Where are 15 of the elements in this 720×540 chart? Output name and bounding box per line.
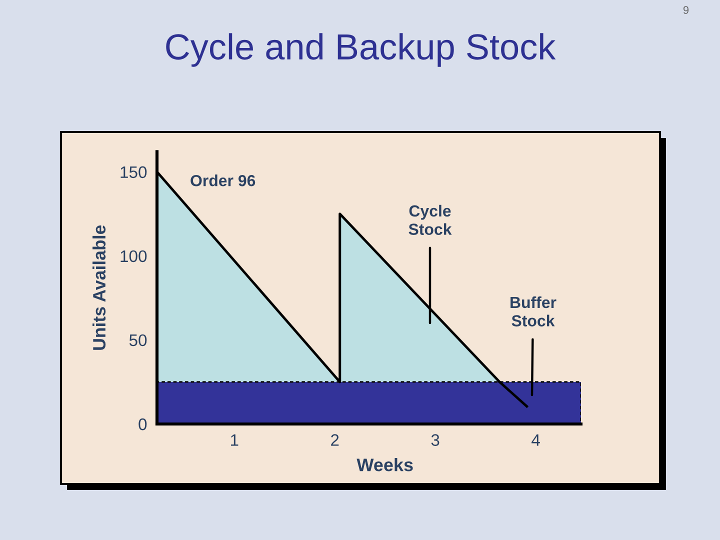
x-tick-label: 4: [532, 434, 540, 446]
x-tick-label: 2: [331, 434, 339, 446]
annotation: Cycle Stock: [408, 204, 452, 235]
x-tick-label: 1: [231, 434, 238, 446]
chart-title: Cycle and Backup Stock: [166, 33, 556, 67]
y-tick-label: 0: [138, 418, 147, 430]
y-tick-label: 50: [129, 334, 147, 346]
y-axis-title: Units Available: [92, 225, 106, 350]
x-tick-label: 3: [431, 434, 440, 446]
annotation: Order 96: [190, 174, 256, 186]
y-tick-label: 100: [120, 250, 147, 262]
text: 9: [683, 6, 689, 14]
x-axis-title: Weeks: [356, 458, 413, 472]
y-tick-label: 150: [120, 166, 147, 178]
annotation: Buffer Stock: [510, 296, 556, 326]
